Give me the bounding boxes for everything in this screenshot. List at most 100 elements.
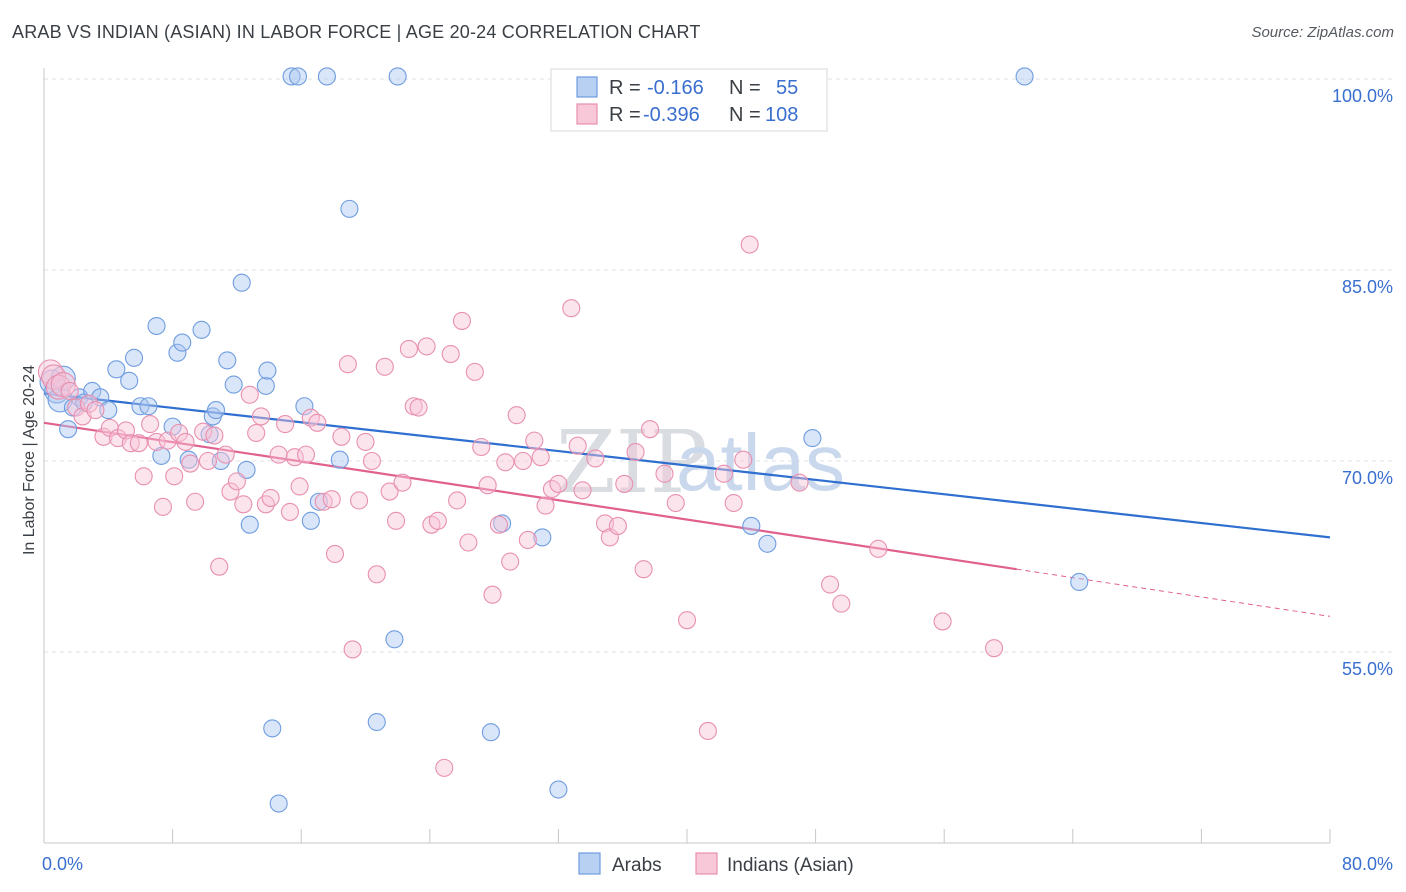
series-legend: Arabs Indians (Asian) — [578, 852, 854, 876]
source-label: Source: ZipAtlas.com — [1251, 24, 1394, 41]
data-point — [677, 611, 697, 630]
y-tick-labels: 55.0% 70.0% 85.0% 100.0% — [1332, 86, 1393, 679]
legend-r-label-indians: R = — [609, 104, 641, 126]
data-point — [481, 723, 500, 742]
data-point — [933, 612, 952, 631]
data-point — [343, 640, 362, 659]
series-arabs — [39, 67, 1089, 813]
data-point — [261, 488, 280, 507]
data-point — [549, 474, 568, 493]
series-legend-swatch-arabs — [578, 852, 601, 875]
y-axis-title: In Labor Force | Age 20-24 — [21, 365, 38, 555]
data-point — [513, 451, 533, 471]
data-point — [181, 454, 200, 473]
data-point — [640, 420, 660, 439]
data-point — [269, 794, 288, 813]
data-point — [549, 780, 568, 799]
data-point — [399, 339, 418, 358]
data-point — [251, 407, 271, 426]
data-point — [232, 273, 251, 292]
data-point — [452, 311, 472, 330]
data-point — [134, 467, 153, 486]
data-point — [573, 481, 592, 500]
data-point — [489, 515, 508, 534]
data-point — [821, 575, 840, 594]
data-point — [869, 539, 888, 558]
data-point — [803, 429, 822, 448]
data-point — [428, 511, 447, 530]
axes — [43, 68, 1331, 844]
data-point — [393, 473, 412, 492]
data-point — [740, 235, 759, 254]
legend-n-label-arabs: N = — [729, 77, 761, 99]
data-point — [218, 351, 237, 370]
data-point — [338, 355, 357, 374]
data-point — [256, 376, 275, 395]
data-point — [221, 482, 240, 501]
data-point — [698, 721, 717, 740]
y-tick-label: 70.0% — [1342, 468, 1393, 488]
data-point — [165, 467, 184, 486]
data-point — [724, 493, 743, 513]
data-point — [285, 448, 304, 467]
data-point — [94, 427, 113, 446]
data-points — [37, 67, 1089, 813]
stats-legend: R = -0.166 N = 55 R = -0.396 N = 108 — [550, 68, 828, 132]
data-point — [507, 406, 526, 425]
data-point — [568, 436, 587, 455]
data-point — [536, 496, 555, 515]
data-point — [173, 333, 192, 352]
legend-n-value-indians: 108 — [765, 104, 798, 126]
data-point — [295, 397, 314, 416]
data-point — [192, 320, 211, 339]
data-point — [107, 360, 126, 379]
legend-swatch-indians — [576, 103, 598, 125]
data-point — [152, 446, 171, 465]
data-point — [301, 511, 320, 530]
data-point — [258, 361, 277, 380]
data-point — [280, 502, 299, 521]
data-point — [129, 434, 148, 453]
trend-line-arabs — [43, 392, 1331, 539]
data-point — [734, 450, 753, 469]
data-point — [120, 371, 139, 390]
data-point — [441, 344, 460, 364]
data-point — [45, 374, 72, 400]
y-tick-label: 55.0% — [1342, 659, 1393, 679]
data-point — [608, 516, 627, 535]
data-point — [330, 450, 349, 469]
data-point — [832, 594, 851, 613]
data-point — [325, 544, 345, 564]
legend-r-value-indians: -0.396 — [643, 104, 700, 126]
data-point — [147, 316, 166, 336]
y-tick-label: 100.0% — [1332, 86, 1393, 106]
data-point — [478, 476, 497, 495]
data-point — [586, 449, 605, 468]
trend-lines — [43, 392, 1331, 617]
data-point — [496, 453, 515, 472]
data-point — [984, 639, 1004, 658]
data-point — [210, 557, 229, 576]
data-point — [340, 199, 359, 218]
data-point — [37, 359, 63, 385]
data-point — [518, 530, 537, 549]
data-point — [562, 299, 581, 318]
y-tick-label: 85.0% — [1342, 277, 1393, 297]
data-point — [634, 560, 653, 579]
chart-title: ARAB VS INDIAN (ASIAN) IN LABOR FORCE | … — [12, 22, 701, 42]
data-point — [139, 397, 158, 416]
data-point — [99, 401, 118, 420]
data-point — [86, 401, 105, 420]
data-point — [322, 490, 341, 509]
data-point — [308, 413, 327, 432]
data-point — [290, 477, 309, 496]
data-point — [176, 432, 195, 451]
legend-n-label-indians: N = — [729, 104, 761, 126]
data-point — [465, 362, 484, 381]
data-point — [206, 401, 226, 420]
legend-swatch-arabs — [576, 76, 598, 98]
data-point — [501, 552, 520, 571]
data-point — [533, 528, 552, 547]
data-point — [247, 423, 266, 443]
data-point — [388, 67, 407, 86]
